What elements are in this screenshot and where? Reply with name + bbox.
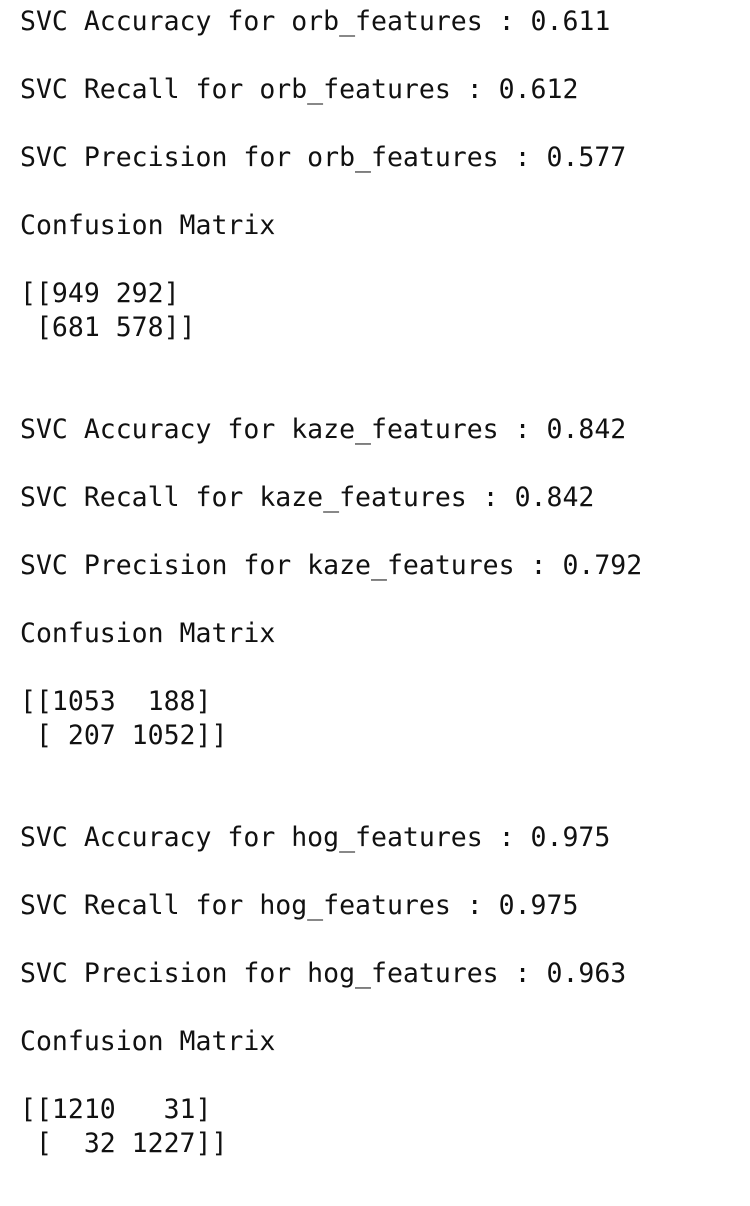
orb-recall-line: SVC Recall for orb_features : 0.612 (20, 74, 579, 105)
kaze-recall-line: SVC Recall for kaze_features : 0.842 (20, 482, 595, 513)
orb-accuracy-line: SVC Accuracy for orb_features : 0.611 (20, 6, 611, 37)
orb-confusion-matrix-row-2: [681 578]] (20, 312, 196, 343)
hog-confusion-matrix-row-1: [[1210 31] (20, 1094, 212, 1125)
orb-confusion-matrix-heading: Confusion Matrix (20, 210, 276, 241)
kaze-confusion-matrix-heading: Confusion Matrix (20, 618, 276, 649)
kaze-confusion-matrix-row-2: [ 207 1052]] (20, 720, 228, 751)
orb-precision-line: SVC Precision for orb_features : 0.577 (20, 142, 627, 173)
hog-confusion-matrix-heading: Confusion Matrix (20, 1026, 276, 1057)
kaze-accuracy-line: SVC Accuracy for kaze_features : 0.842 (20, 414, 627, 445)
hog-accuracy-line: SVC Accuracy for hog_features : 0.975 (20, 822, 611, 853)
hog-confusion-matrix-row-2: [ 32 1227]] (20, 1128, 228, 1159)
orb-confusion-matrix-row-1: [[949 292] (20, 278, 180, 309)
hog-recall-line: SVC Recall for hog_features : 0.975 (20, 890, 579, 921)
hog-precision-line: SVC Precision for hog_features : 0.963 (20, 958, 627, 989)
kaze-precision-line: SVC Precision for kaze_features : 0.792 (20, 550, 643, 581)
kaze-confusion-matrix-row-1: [[1053 188] (20, 686, 212, 717)
